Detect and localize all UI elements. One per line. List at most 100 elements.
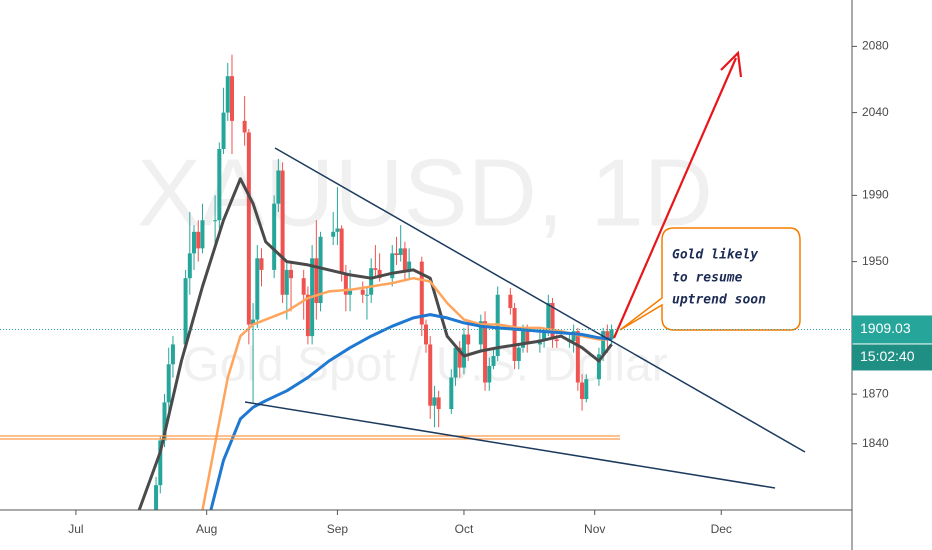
candle-body (580, 382, 585, 400)
arrow-head (720, 50, 743, 78)
candle-body (601, 331, 606, 355)
candle-body (162, 402, 167, 441)
candle-body (596, 354, 601, 380)
candle-body (272, 203, 277, 270)
candle-body (402, 248, 407, 272)
x-tick-label: Dec (711, 522, 732, 536)
candle-body (516, 347, 521, 361)
candle-body (453, 347, 458, 378)
candle-body (225, 76, 230, 113)
x-tick-label: Nov (584, 522, 605, 536)
countdown-box (852, 344, 932, 371)
candle-body (276, 170, 281, 204)
candle-body (314, 258, 319, 304)
candle-body (200, 220, 205, 249)
trend-line (244, 401, 776, 489)
candle-body (377, 269, 382, 279)
candle-body (461, 334, 466, 368)
candle-body (407, 261, 412, 272)
note-line: Gold likely (672, 248, 758, 263)
candle-body (491, 356, 496, 366)
candle-body (343, 273, 348, 295)
candle-body (318, 236, 323, 304)
candle-body (213, 220, 218, 222)
candle-body (280, 170, 285, 295)
candle-body (170, 344, 175, 365)
candle-body (369, 268, 374, 295)
moving-average (201, 276, 612, 510)
watermark-description: Gold Spot / U.S. Dollar (182, 339, 668, 392)
plot (137, 54, 614, 510)
moving-average (209, 313, 612, 510)
candle-body (424, 324, 428, 345)
candle-body (305, 294, 310, 337)
x-tick-label: Aug (196, 522, 217, 536)
y-tick-label: 2040 (862, 105, 889, 119)
candle-body (571, 331, 576, 342)
candle-body (217, 149, 222, 221)
candle-body (584, 379, 589, 400)
candle-body (542, 332, 547, 340)
candle-body (259, 258, 264, 270)
candle-body (478, 321, 483, 345)
candle-body (348, 289, 353, 295)
candle-body (242, 120, 247, 133)
candle-body (192, 231, 197, 254)
x-tick-label: Oct (455, 522, 474, 536)
candle-body (466, 334, 471, 345)
candle-body (373, 268, 378, 270)
candle-body (246, 132, 251, 325)
candle-body (154, 485, 159, 510)
candle-body (521, 331, 526, 348)
y-tick-label: 1950 (862, 254, 889, 268)
candle-body (196, 231, 201, 249)
candle-body (487, 365, 492, 383)
candle-body (605, 331, 610, 340)
candle-body (512, 307, 517, 361)
candle-body (289, 269, 294, 279)
candle-body (390, 253, 395, 279)
candle-body (428, 344, 433, 406)
x-tick-label: Sep (327, 522, 349, 536)
candle-body (364, 294, 369, 296)
candle-body (331, 231, 336, 237)
note-line: to resume (672, 271, 743, 286)
candle-body (432, 397, 437, 406)
y-tick-label: 1870 (862, 386, 889, 400)
candle-body (575, 331, 580, 383)
y-tick-label: 1990 (862, 188, 889, 202)
candle-body (419, 261, 424, 325)
moving-average (137, 177, 613, 510)
candle-body (550, 303, 555, 340)
candle-body (508, 294, 513, 308)
candle-body (483, 321, 488, 383)
trend-line (274, 147, 806, 453)
candle-body (525, 331, 530, 345)
candle-body (449, 377, 454, 409)
watermark-symbol: XAUUSD, 1D (137, 139, 713, 246)
y-tick-label: 1840 (862, 436, 889, 450)
note-line: uptrend soon (672, 293, 766, 308)
candle-body (546, 303, 551, 333)
last-price-label: 1909.03 (860, 320, 911, 336)
candle-body (229, 76, 234, 121)
candle-body (394, 253, 399, 255)
drawings: Gold likely to resume uptrend soon (0, 50, 806, 489)
candle-body (339, 228, 344, 274)
candle-body (436, 397, 441, 409)
candle-body (255, 258, 260, 320)
candle-body (360, 289, 365, 295)
candle-body (609, 329, 614, 340)
arrow (612, 57, 738, 339)
candle-body (284, 269, 289, 295)
candle-body (183, 278, 188, 345)
candle-body (166, 364, 171, 403)
candle-body (301, 278, 306, 295)
candle-body (221, 112, 226, 150)
y-tick-label: 2080 (862, 39, 889, 53)
candle-body (187, 253, 192, 279)
last-price-box (852, 315, 932, 344)
x-tick-label: Jul (68, 522, 83, 536)
candle-body (251, 319, 256, 325)
candle-body (457, 347, 462, 368)
